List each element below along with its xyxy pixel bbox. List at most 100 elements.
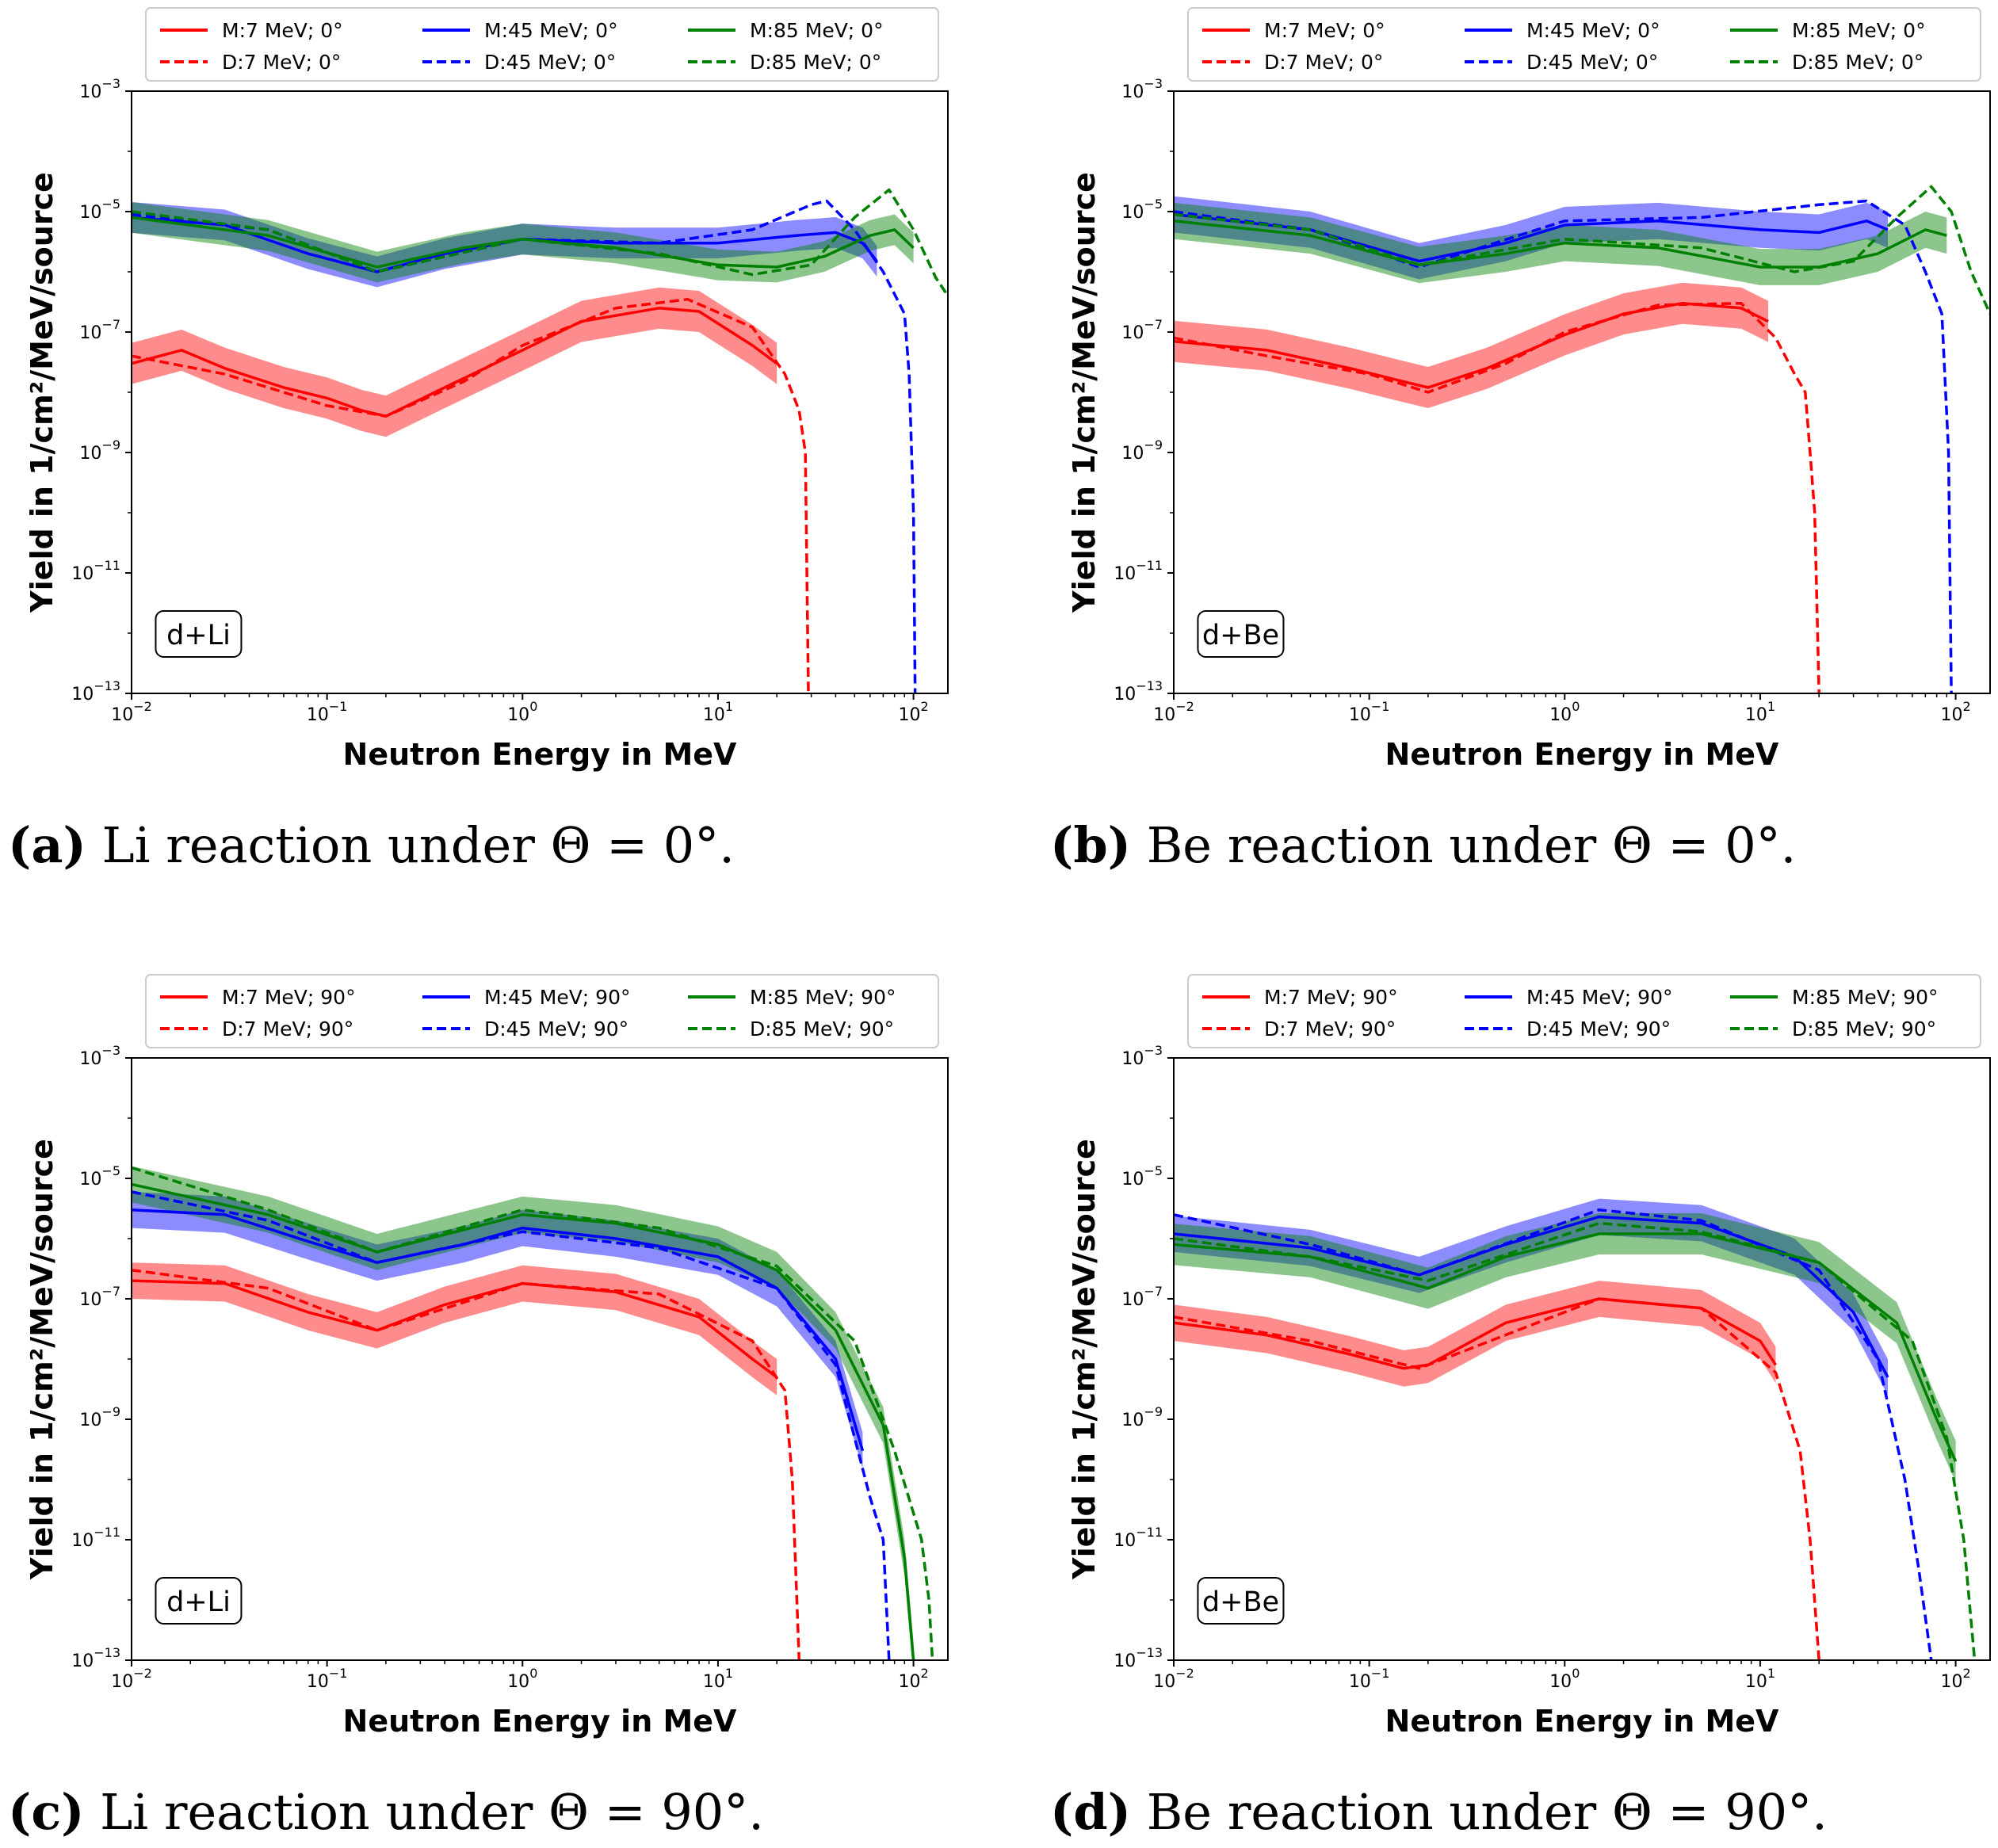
x-tick-label: 10−2 (111, 699, 152, 725)
uncertainty-band-red (132, 1262, 777, 1396)
plot-area (1174, 1058, 1990, 1660)
legend-label: D:7 MeV; 90° (1264, 1018, 1396, 1040)
legend-label: M:85 MeV; 90° (750, 986, 896, 1009)
x-tick-label: 101 (703, 699, 733, 725)
panel-caption: (d) Be reaction under Θ = 90°. (1050, 1783, 1828, 1841)
x-tick-label: 101 (1745, 1666, 1775, 1692)
caption-letter: (a) (8, 816, 86, 874)
uncertainty-band-green (132, 202, 914, 283)
legend-label: D:45 MeV; 0° (1526, 51, 1658, 74)
plot-area (1174, 91, 1990, 693)
legend-label: D:85 MeV; 90° (1792, 1018, 1936, 1040)
x-axis-title: Neutron Energy in MeV (343, 737, 738, 772)
y-tick-label: 10−9 (1121, 1404, 1163, 1430)
dashed-line-green (1174, 185, 1990, 315)
legend-label: D:45 MeV; 90° (1526, 1018, 1671, 1040)
x-tick-label: 102 (1940, 699, 1970, 725)
x-tick-label: 102 (1940, 1666, 1970, 1692)
legend-label: D:45 MeV; 90° (484, 1018, 628, 1040)
x-tick-label: 100 (507, 699, 537, 725)
y-axis-title: Yield in 1/cm²/MeV/source (25, 1139, 59, 1580)
y-tick-label: 10−5 (1121, 1163, 1163, 1189)
y-tick-label: 10−11 (1114, 558, 1163, 584)
plot-area (132, 1058, 948, 1660)
legend-label: M:85 MeV; 0° (750, 19, 884, 42)
legend-box (145, 974, 939, 1048)
dashed-line-blue (132, 1190, 891, 1660)
x-axis-title: Neutron Energy in MeV (343, 1704, 738, 1739)
plot-series-group (132, 188, 948, 693)
solid-line-red (1174, 1297, 1777, 1370)
panel-tag: d+Be (1202, 620, 1279, 651)
y-tick-label: 10−3 (1121, 76, 1163, 102)
y-axis-title: Yield in 1/cm²/MeV/source (1067, 1139, 1102, 1580)
legend-label: D:7 MeV; 90° (222, 1018, 353, 1040)
legend-label: M:85 MeV; 90° (1792, 986, 1939, 1009)
legend: M:7 MeV; 90° D:7 MeV; 90° M:45 MeV; 90° D:4… (145, 974, 939, 1048)
y-tick-label: 10−7 (1121, 1284, 1163, 1310)
solid-line-green (1174, 220, 1947, 269)
y-tick-label: 10−9 (79, 1404, 120, 1430)
y-tick-label: 10−11 (71, 558, 120, 584)
plot-series-group (1174, 1198, 1977, 1660)
solid-line-red (132, 1279, 778, 1379)
legend-box (145, 7, 939, 82)
legend-label: M:45 MeV; 0° (484, 19, 618, 42)
caption-letter: (d) (1050, 1783, 1131, 1841)
legend-label: M:7 MeV; 0° (1264, 19, 1385, 42)
y-tick-label: 10−9 (79, 437, 120, 464)
y-tick-label: 10−11 (1114, 1525, 1163, 1551)
uncertainty-band-green (1174, 1213, 1956, 1483)
legend-box (1187, 974, 1981, 1048)
x-tick-label: 10−2 (1153, 1666, 1194, 1692)
legend-label: M:7 MeV; 90° (222, 986, 356, 1009)
panel-tag-box (155, 610, 243, 658)
legend-label: M:85 MeV; 0° (1792, 19, 1926, 42)
legend: M:7 MeV; 90° D:7 MeV; 90° M:45 MeV; 90° D:4… (1187, 974, 1981, 1048)
legend: M:7 MeV; 0° D:7 MeV; 0° M:45 MeV; 0° D:45 M… (145, 7, 939, 82)
panel-caption: (c) Li reaction under Θ = 90°. (8, 1783, 764, 1841)
x-tick-label: 102 (898, 1666, 928, 1692)
uncertainty-band-green (132, 1166, 914, 1660)
y-tick-label: 10−5 (79, 1163, 120, 1189)
solid-line-blue (1174, 212, 1889, 263)
y-tick-label: 10−13 (1114, 678, 1163, 704)
y-tick-label: 10−13 (71, 678, 120, 704)
uncertainty-band-red (1174, 1281, 1776, 1387)
dashed-line-red (1174, 1297, 1820, 1660)
chart-d: 10−2 10−1 100 101 102 10−13 10−11 10−9 10−7 10−5 1… (1050, 974, 1991, 1841)
caption-text: Li reaction under Θ = 0°. (86, 816, 735, 874)
panel-caption: (b) Be reaction under Θ = 0°. (1050, 816, 1796, 874)
uncertainty-band-red (132, 287, 777, 437)
chart-b: 10−2 10−1 100 101 102 10−13 10−11 10−9 10−7 10−5 1… (1050, 7, 1991, 874)
x-tick-label: 102 (898, 699, 928, 725)
panel-tag-box (155, 1577, 243, 1625)
x-axis-title: Neutron Energy in MeV (1385, 1704, 1780, 1739)
solid-line-green (132, 1182, 915, 1660)
uncertainty-band-blue (1174, 1198, 1888, 1396)
x-tick-label: 100 (1549, 699, 1580, 725)
y-tick-label: 10−3 (79, 76, 120, 102)
y-tick-label: 10−3 (1121, 1043, 1163, 1069)
legend-label: D:45 MeV; 0° (484, 51, 616, 74)
legend-label: M:7 MeV; 0° (222, 19, 343, 42)
legend: M:7 MeV; 0° D:7 MeV; 0° M:45 MeV; 0° D:45 M… (1187, 7, 1981, 82)
uncertainty-band-blue (132, 202, 877, 288)
dashed-line-green (132, 188, 948, 297)
plot-series-group (1174, 185, 1990, 693)
caption-text: Li reaction under Θ = 90°. (84, 1783, 764, 1841)
uncertainty-band-blue (132, 1191, 863, 1469)
chart-c: 10−2 10−1 100 101 102 10−13 10−11 10−9 10−7 10−5 1… (8, 974, 949, 1841)
x-tick-label: 100 (507, 1666, 537, 1692)
panel-tag: d+Be (1202, 1586, 1279, 1618)
dashed-line-green (1174, 1221, 1977, 1660)
legend-label: D:85 MeV; 0° (1792, 51, 1924, 74)
legend-label: D:85 MeV; 0° (750, 51, 881, 74)
legend-label: M:7 MeV; 90° (1264, 986, 1398, 1009)
x-tick-label: 10−1 (307, 1666, 348, 1692)
chart-a: 10−2 10−1 100 101 102 10−13 10−11 10−9 10−7 10−5 1… (8, 7, 949, 874)
x-tick-label: 10−1 (307, 699, 348, 725)
plot-area (132, 91, 948, 693)
y-axis-title: Yield in 1/cm²/MeV/source (1067, 172, 1102, 613)
